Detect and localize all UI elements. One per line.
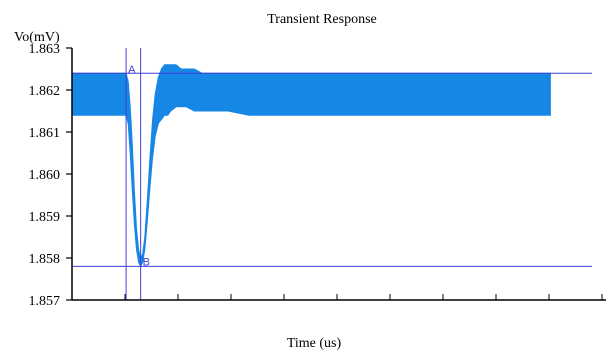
y-axis-label: Vo(mV) — [14, 30, 60, 45]
y-tick-label: 1.861 — [29, 126, 61, 141]
y-tick-label: 1.863 — [29, 42, 61, 57]
y-tick-label: 1.857 — [29, 294, 61, 309]
y-tick-label: 1.862 — [29, 84, 61, 99]
chart-title: Transient Response — [267, 12, 377, 27]
x-ticks — [71, 294, 603, 300]
cursor-layer: AB — [72, 48, 592, 300]
cursor-a-label: A — [128, 64, 136, 76]
y-tick-label: 1.858 — [29, 252, 61, 267]
y-ticks: 1.857 1.858 1.859 1.860 1.861 1.862 1.863 — [29, 42, 72, 309]
y-tick-label: 1.860 — [29, 168, 61, 183]
y-tick-label: 1.859 — [29, 210, 61, 225]
cursor-b-label: B — [143, 256, 150, 268]
signal-envelope — [71, 64, 551, 268]
x-axis-label: Time (us) — [287, 336, 342, 350]
signal-layer — [71, 64, 551, 268]
